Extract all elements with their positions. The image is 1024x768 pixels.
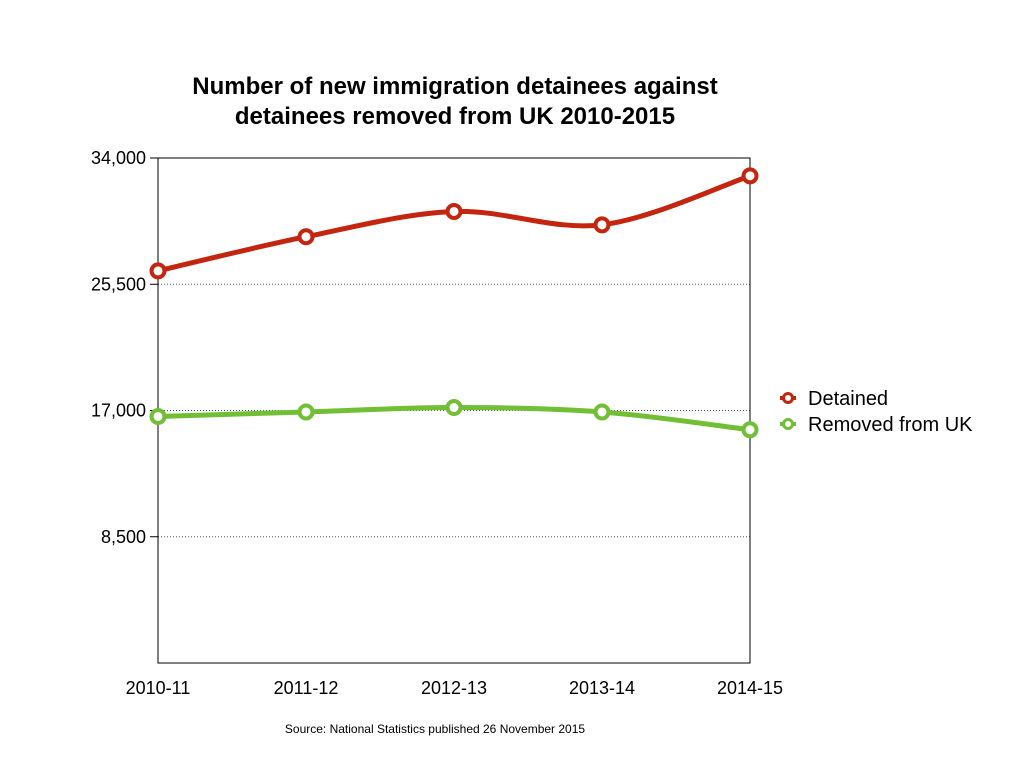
series-removed-from-uk [149, 399, 759, 439]
x-tick-label: 2013-14 [569, 678, 635, 698]
legend-swatch-marker [782, 418, 794, 430]
y-tick-label: 17,000 [91, 401, 146, 421]
x-tick-label: 2010-11 [126, 678, 191, 698]
data-point [445, 202, 463, 220]
y-tick-label: 25,500 [91, 274, 146, 294]
data-point [741, 167, 759, 185]
legend-label: Removed from UK [808, 414, 973, 436]
legend-item: Detained [780, 388, 888, 410]
data-point [593, 216, 611, 234]
data-point [149, 262, 167, 280]
chart-title-line-2: detainees removed from UK 2010-2015 [234, 103, 676, 130]
data-point [445, 399, 463, 417]
chart-title-line-1: Number of new immigration detainees agai… [192, 73, 718, 100]
x-tick-label: 2011-12 [274, 678, 339, 698]
legend-swatch-marker [782, 392, 794, 404]
x-tick-label: 2014-15 [717, 678, 783, 698]
y-tick-label: 34,000 [91, 148, 146, 168]
series-line [155, 173, 753, 274]
data-point [149, 407, 167, 425]
x-tick-label: 2012-13 [421, 678, 487, 698]
data-point [297, 403, 315, 421]
axes: 8,500 17,000 25,500 34,000 2010-11 2011-12 201… [91, 148, 783, 698]
data-point [741, 421, 759, 439]
legend-item: Removed from UK [780, 414, 973, 436]
data-point [593, 403, 611, 421]
data-point [297, 228, 315, 246]
series-detained [149, 167, 759, 280]
legend-label: Detained [808, 388, 888, 410]
y-tick-label: 8,500 [101, 527, 146, 547]
series-lines [149, 167, 759, 439]
source-note: Source: National Statistics published 26… [284, 722, 586, 736]
legend: Detained Removed from UK [780, 388, 973, 436]
chart-title: Number of new immigration detainees agai… [120, 72, 790, 132]
